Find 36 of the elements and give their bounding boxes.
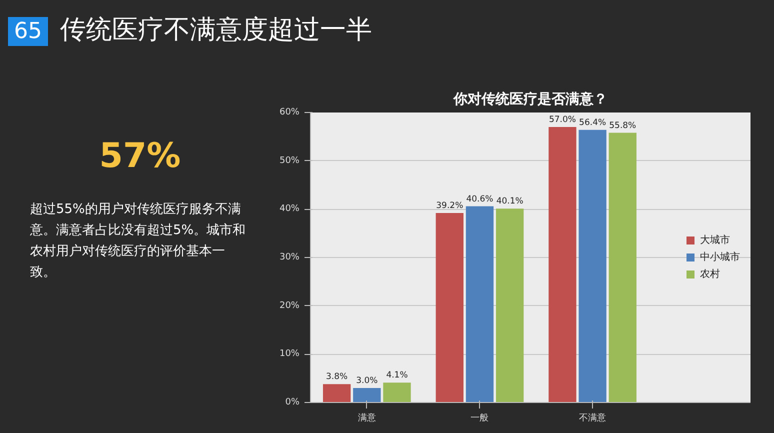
- data-label: 40.1%: [496, 196, 524, 207]
- bar: [496, 208, 524, 402]
- legend-label: 中小城市: [700, 250, 740, 264]
- y-tick-label: 0%: [285, 398, 300, 408]
- data-label: 3.8%: [326, 372, 348, 382]
- bar: [322, 384, 351, 402]
- data-label: 40.6%: [466, 194, 494, 204]
- bar: [578, 130, 606, 402]
- legend-label: 大城市: [700, 234, 730, 247]
- data-label: 55.8%: [609, 120, 636, 131]
- x-tick-label: 一般: [470, 412, 489, 424]
- y-tick-label: 30%: [279, 252, 300, 262]
- bar: [466, 206, 494, 402]
- x-tick-label: 满意: [358, 412, 376, 424]
- chart-subtitle: 传统医疗不满意度超过一半: [60, 15, 372, 45]
- bar: [353, 388, 381, 402]
- legend-label: 农村: [700, 268, 720, 281]
- bar: [548, 127, 576, 402]
- text: 超过55%的用户对传统医疗服务不满意。满意者占比没有超过5%。城市和农村用户对传统医疗的评价基本一致。: [30, 200, 247, 282]
- y-tick-label: 20%: [279, 300, 300, 311]
- y-tick-label: 40%: [279, 204, 300, 214]
- y-tick-label: 10%: [279, 349, 300, 360]
- chart-title: 你对传统医疗是否满意？: [452, 90, 608, 108]
- data-label: 39.2%: [436, 201, 464, 212]
- text: 57%: [98, 135, 182, 178]
- x-tick-label: 不满意: [579, 412, 606, 424]
- text: 65: [8, 17, 48, 46]
- data-label: 57.0%: [548, 115, 576, 125]
- data-label: 56.4%: [579, 118, 606, 128]
- y-tick-label: 50%: [279, 156, 300, 166]
- y-tick-label: 60%: [279, 108, 300, 118]
- data-label: 4.1%: [386, 370, 408, 381]
- bar: [383, 382, 411, 402]
- data-label: 3.0%: [356, 376, 378, 386]
- bar: [608, 132, 636, 402]
- bar: [436, 213, 464, 402]
